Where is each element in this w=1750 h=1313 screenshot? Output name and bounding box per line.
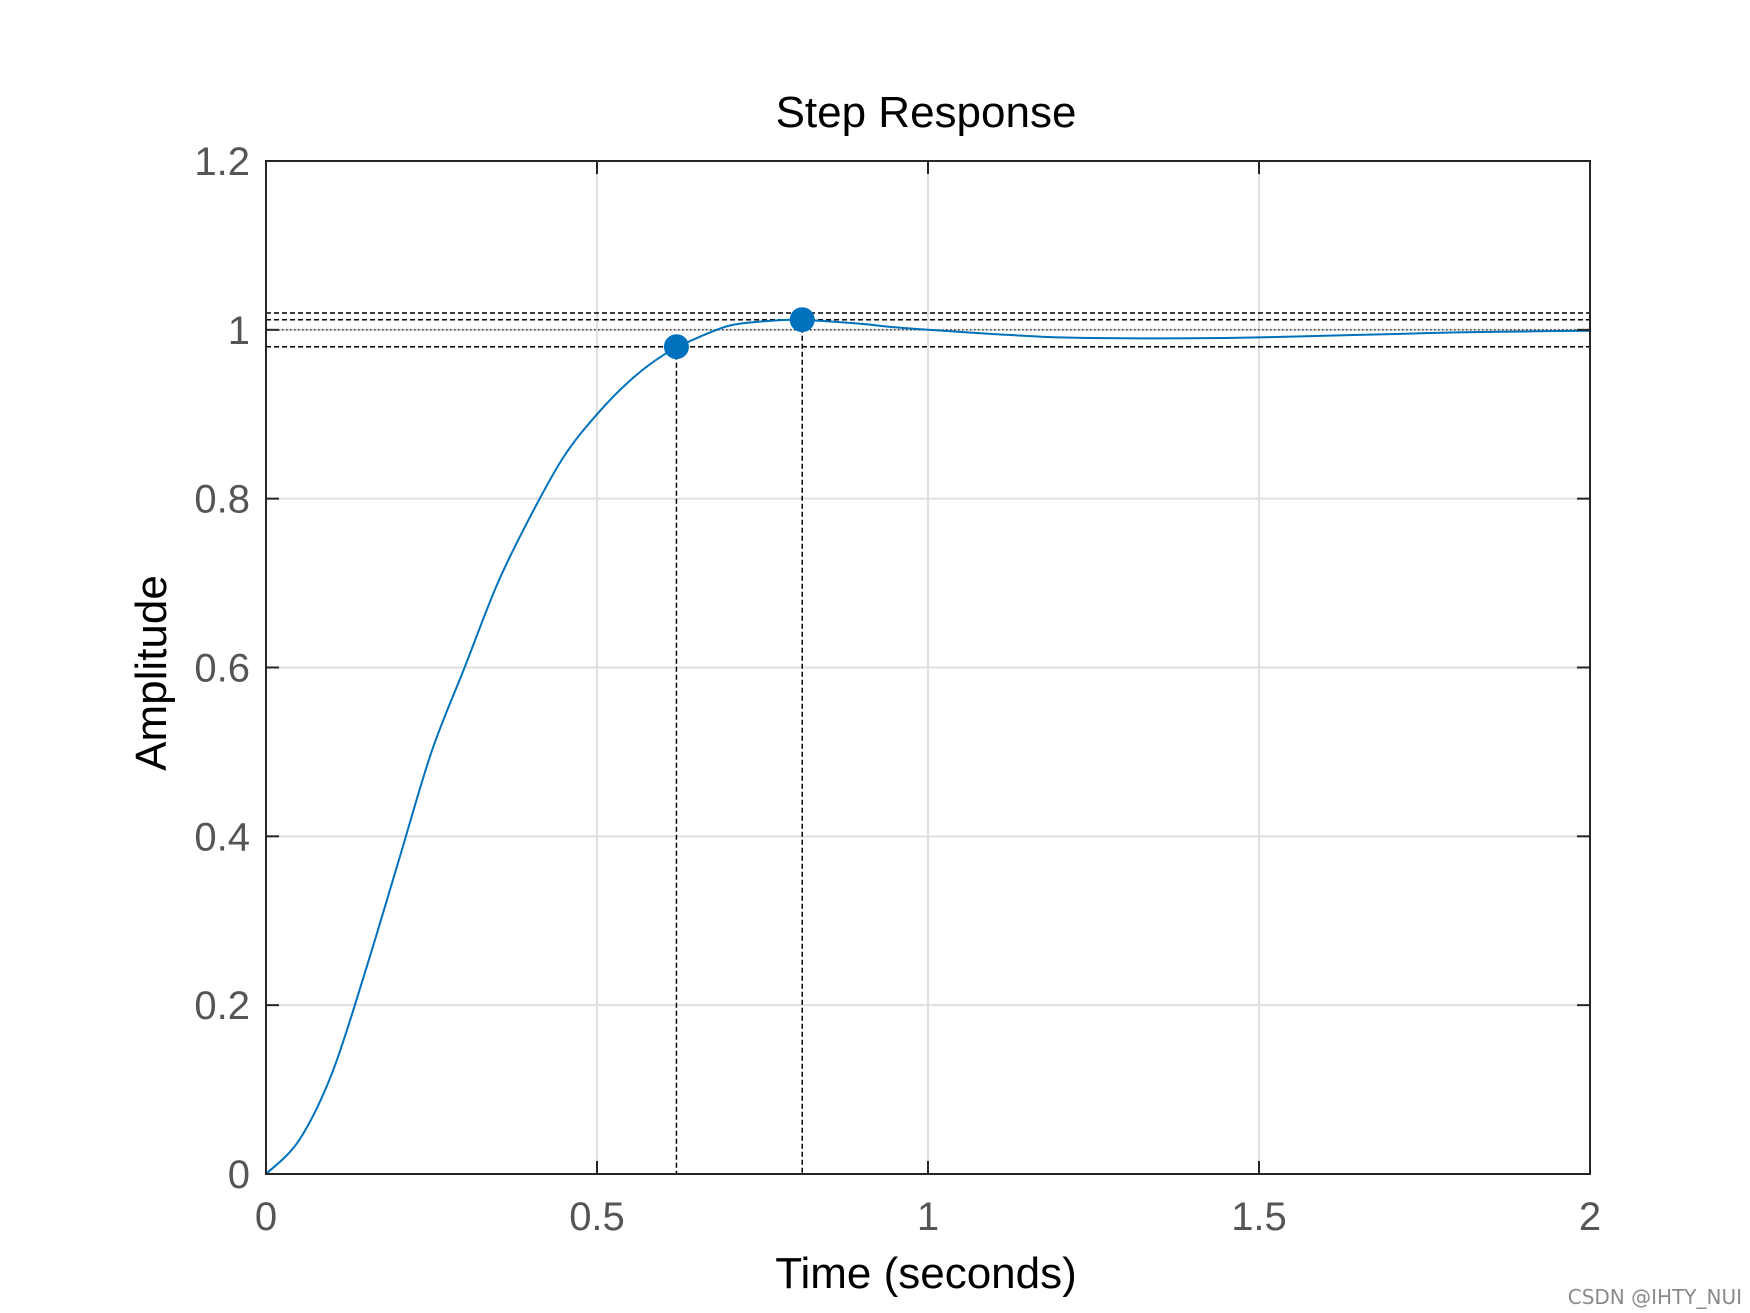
settling-point-marker bbox=[663, 334, 689, 360]
reference-lines bbox=[266, 312, 1590, 1174]
y-tick-label: 0 bbox=[228, 1153, 250, 1197]
chart-title: Step Response bbox=[776, 88, 1077, 137]
x-tick-label: 0.5 bbox=[569, 1195, 625, 1239]
y-tick-label: 0.6 bbox=[194, 647, 250, 691]
x-axis-label: Time (seconds) bbox=[775, 1249, 1077, 1298]
y-tick-label: 0.8 bbox=[194, 478, 250, 522]
y-axis-label: Amplitude bbox=[127, 575, 176, 771]
markers-group bbox=[663, 307, 815, 360]
x-tick-label: 2 bbox=[1579, 1195, 1601, 1239]
x-tick-label: 1.5 bbox=[1231, 1195, 1287, 1239]
x-tick-label: 1 bbox=[917, 1195, 939, 1239]
peak-point-marker bbox=[789, 307, 815, 333]
y-tick-label: 1.2 bbox=[194, 140, 250, 184]
watermark: CSDN @IHTY_NUI bbox=[1567, 1285, 1742, 1309]
tick-labels-group: 0 0.5 1 1.5 2 0 0.2 0.4 0.6 0.8 1 1.2 bbox=[194, 140, 1601, 1239]
y-tick-label: 1 bbox=[228, 309, 250, 353]
ticks-group bbox=[265, 160, 1591, 1175]
x-tick-label: 0 bbox=[255, 1195, 277, 1239]
series-line bbox=[265, 318, 1591, 1175]
series-group bbox=[265, 318, 1591, 1175]
y-tick-label: 0.2 bbox=[194, 984, 250, 1028]
y-tick-label: 0.4 bbox=[194, 815, 250, 859]
